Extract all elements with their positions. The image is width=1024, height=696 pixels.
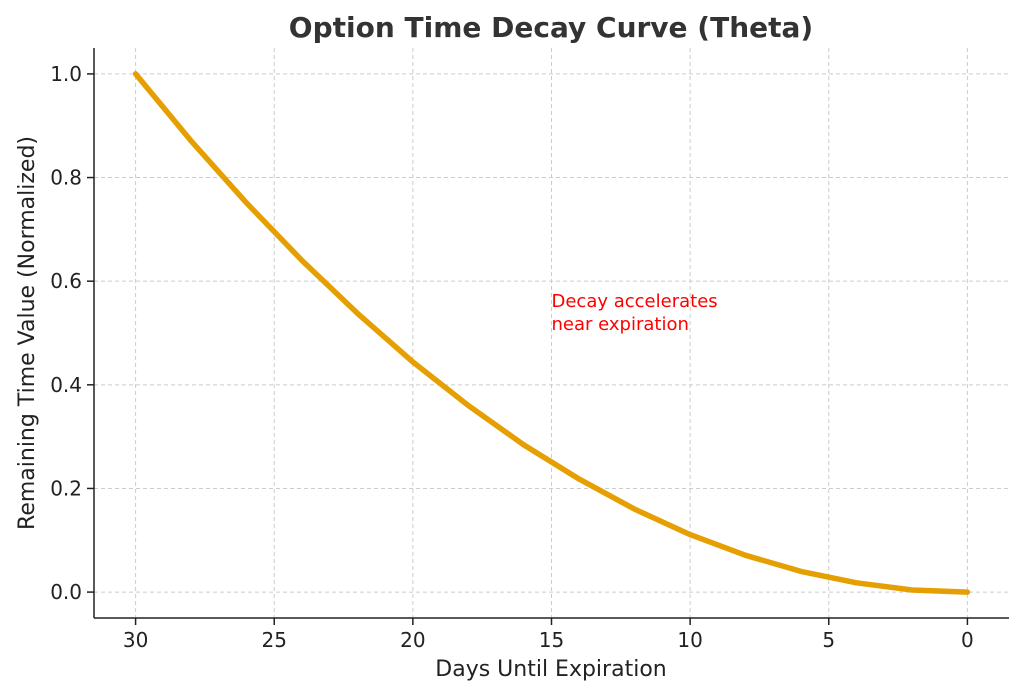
annotations: Decay accelerates near expiration	[552, 291, 718, 335]
x-axis-label: Days Until Expiration	[435, 657, 666, 682]
x-tick-label: 0	[961, 628, 974, 652]
y-tick-label: 0.4	[50, 373, 82, 397]
y-tick-label: 0.8	[50, 166, 82, 190]
y-tick-label: 0.2	[50, 476, 82, 500]
x-tick-label: 25	[262, 628, 287, 652]
x-tick-label: 30	[123, 628, 148, 652]
x-tick-label: 10	[677, 628, 702, 652]
chart-title: Option Time Decay Curve (Theta)	[289, 11, 813, 44]
x-tick-label: 5	[822, 628, 835, 652]
y-ticks: 0.0 0.2 0.4 0.6 0.8 1.0	[50, 62, 94, 604]
y-tick-label: 1.0	[50, 62, 82, 86]
grid	[94, 48, 1009, 618]
x-ticks: 30 25 20 15 10 5 0	[123, 618, 974, 652]
annotation-line: near expiration	[552, 314, 689, 335]
x-tick-label: 15	[539, 628, 564, 652]
x-tick-label: 20	[400, 628, 425, 652]
annotation-line: Decay accelerates	[552, 291, 718, 312]
y-axis-label: Remaining Time Value (Normalized)	[15, 136, 40, 530]
y-tick-label: 0.6	[50, 269, 82, 293]
annotation-text: Decay accelerates near expiration	[552, 291, 718, 335]
y-tick-label: 0.0	[50, 580, 82, 604]
series-line	[132, 71, 971, 595]
series-line-group	[132, 71, 971, 595]
